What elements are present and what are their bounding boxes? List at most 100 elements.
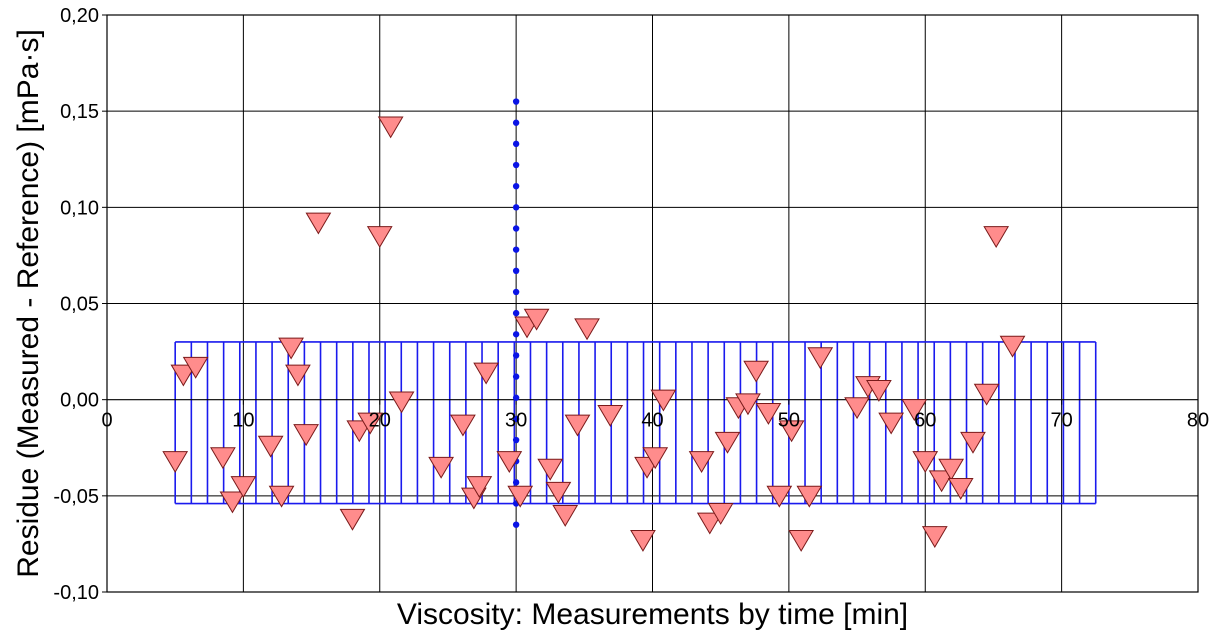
data-point <box>878 412 905 435</box>
vline-dot <box>512 267 520 275</box>
data-point <box>688 451 715 473</box>
data-point <box>788 529 815 552</box>
data-point <box>999 335 1026 358</box>
data-point <box>473 362 499 385</box>
data-point <box>866 379 892 402</box>
vline-dot <box>512 436 520 444</box>
data-point <box>743 360 770 383</box>
data-point <box>735 393 761 416</box>
y-tick-label: 0,20 <box>60 5 99 27</box>
x-tick-label: 80 <box>1187 410 1209 432</box>
vertical-dot-line <box>512 98 520 528</box>
data-point <box>960 431 986 454</box>
data-point <box>642 447 669 470</box>
data-point <box>357 412 384 435</box>
data-point <box>650 389 677 412</box>
vline-dot <box>512 415 520 423</box>
x-tick-label: 60 <box>914 410 936 432</box>
vline-dot <box>512 246 520 253</box>
data-point <box>230 476 257 499</box>
data-point <box>523 308 550 331</box>
y-tick-label: 0,15 <box>60 101 99 123</box>
vline-dot <box>512 119 520 126</box>
vline-dot <box>512 161 520 169</box>
data-point <box>983 226 1010 248</box>
vline-dot <box>512 225 520 232</box>
data-point <box>552 504 579 527</box>
data-point <box>574 318 600 341</box>
data-point <box>305 212 332 235</box>
vline-dot <box>512 204 520 211</box>
data-point <box>278 337 304 360</box>
data-points <box>162 116 1026 552</box>
vline-dot <box>512 521 520 528</box>
x-tick-label: 70 <box>1051 410 1073 432</box>
data-point <box>162 451 189 473</box>
data-point <box>466 476 493 499</box>
x-tick-label: 0 <box>101 410 112 432</box>
data-point <box>377 116 404 139</box>
data-point <box>928 470 955 493</box>
data-point <box>170 364 197 387</box>
data-point <box>293 424 319 447</box>
x-tick-label: 30 <box>505 410 527 432</box>
data-point <box>268 485 295 508</box>
data-point <box>973 383 1000 406</box>
data-point <box>564 414 591 437</box>
data-point <box>912 451 939 473</box>
vline-dot <box>512 288 520 296</box>
data-point <box>901 399 928 422</box>
data-point <box>807 347 834 370</box>
tick-labels: 0 10 20 30 40 50 60 70 80 -0,10 -0,05 0,00 0,05 0,10 0… <box>53 5 1209 604</box>
vline-dot <box>512 373 520 380</box>
data-point <box>844 397 870 420</box>
y-tick-label: 0,05 <box>60 294 99 316</box>
data-point <box>921 526 948 549</box>
data-point <box>366 226 393 248</box>
data-point <box>285 364 311 387</box>
data-point <box>696 512 723 535</box>
vline-dot <box>512 394 520 401</box>
x-tick-label: 50 <box>778 410 800 432</box>
data-point <box>714 431 741 454</box>
data-point <box>507 485 534 508</box>
y-tick-label: 0,00 <box>60 390 99 412</box>
data-point <box>778 420 805 443</box>
data-point <box>755 403 782 425</box>
vline-dot <box>512 140 520 148</box>
vline-dot <box>512 352 520 359</box>
data-point <box>630 529 656 552</box>
grid <box>107 15 1198 592</box>
axes <box>102 14 1199 593</box>
data-point <box>182 356 209 379</box>
data-point <box>257 435 284 458</box>
data-point <box>707 503 734 525</box>
data-point <box>947 478 974 500</box>
data-point <box>428 456 454 479</box>
x-tick-label: 20 <box>369 410 391 432</box>
y-tick-label: -0,10 <box>53 582 99 604</box>
data-point <box>496 451 523 473</box>
data-point <box>938 458 965 481</box>
vline-dot <box>512 182 520 190</box>
data-point <box>545 481 572 504</box>
x-tick-label: 40 <box>641 410 663 432</box>
data-point <box>597 404 624 427</box>
data-point <box>450 414 476 437</box>
data-point <box>796 485 823 508</box>
y-tick-label: -0,05 <box>53 486 99 508</box>
vline-dot <box>512 479 520 486</box>
y-tick-label: 0,10 <box>60 197 99 219</box>
vline-dot <box>512 309 520 317</box>
x-tick-label: 10 <box>232 410 254 432</box>
data-point <box>339 508 366 531</box>
data-point <box>210 447 236 470</box>
y-axis-title: Residue (Measured - Reference) [mPa·s] <box>12 29 45 578</box>
x-axis-title: Viscosity: Measurements by time [min] <box>397 598 908 631</box>
data-point <box>219 491 246 514</box>
vline-dot <box>512 98 520 105</box>
data-point <box>766 485 793 508</box>
vline-dot <box>512 331 520 338</box>
